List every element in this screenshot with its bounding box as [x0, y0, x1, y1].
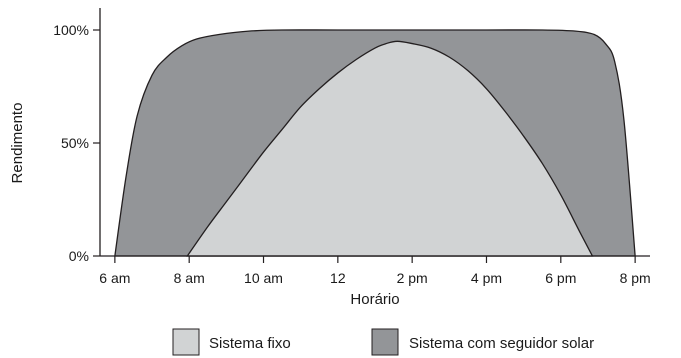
x-axis-label: Horário [350, 291, 399, 308]
area-series-sistema-fixo [186, 40, 594, 257]
legend-label-sistema-fixo: Sistema fixo [209, 335, 291, 352]
x-tick-label: 2 pm [397, 270, 428, 286]
x-tick-label: 6 pm [545, 270, 576, 286]
legend: Sistema fixo Sistema com seguidor solar [172, 328, 594, 356]
legend-swatch-sistema-fixo [172, 328, 200, 356]
y-axis-label: Rendimento [9, 103, 26, 184]
legend-label-seguidor-solar: Sistema com seguidor solar [409, 335, 594, 352]
y-tick-label: 0% [69, 248, 89, 264]
y-tick-label: 100% [53, 22, 89, 38]
areas-layer [114, 29, 636, 257]
x-tick-label: 6 am [99, 270, 130, 286]
ticks-layer: 6 am 8 am 10 am 12 2 pm 4 pm 6 pm 8 pm 0% 50% 100% [53, 22, 651, 286]
x-tick-label: 4 pm [471, 270, 502, 286]
x-tick-label: 8 pm [620, 270, 651, 286]
x-tick-label: 8 am [174, 270, 205, 286]
x-tick-label: 12 [330, 270, 346, 286]
legend-swatch-seguidor-solar [371, 328, 399, 356]
y-tick-label: 50% [61, 135, 89, 151]
x-tick-label: 10 am [244, 270, 283, 286]
axes-layer [99, 8, 650, 257]
